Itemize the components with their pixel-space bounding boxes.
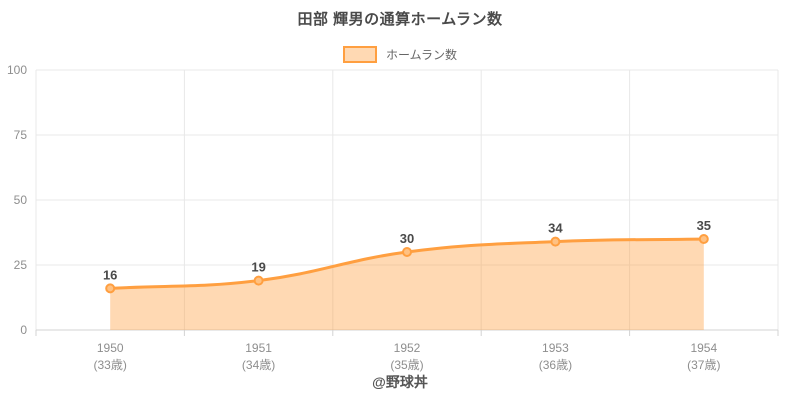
- x-tick-label: 1954: [690, 341, 717, 355]
- y-tick-label: 75: [14, 128, 28, 142]
- value-label: 34: [548, 221, 563, 236]
- x-tick-label: 1953: [542, 341, 569, 355]
- data-point[interactable]: [402, 247, 412, 257]
- x-tick-label: 1951: [245, 341, 272, 355]
- x-tick-sublabel: (36歳): [539, 358, 572, 372]
- legend-label: ホームラン数: [385, 47, 458, 62]
- credit-text: @野球丼: [372, 374, 428, 390]
- legend-swatch-icon: [342, 45, 377, 63]
- area-fill: [110, 239, 704, 330]
- y-tick-label: 0: [20, 323, 27, 337]
- y-tick-label: 100: [7, 63, 27, 77]
- value-label: 35: [697, 218, 711, 233]
- value-label: 30: [400, 231, 414, 246]
- value-label: 19: [251, 260, 265, 275]
- data-point[interactable]: [698, 234, 709, 244]
- x-tick-sublabel: (34歳): [242, 358, 275, 372]
- data-point[interactable]: [105, 283, 116, 294]
- y-tick-label: 50: [14, 193, 28, 207]
- x-tick-label: 1952: [394, 341, 421, 355]
- data-point[interactable]: [253, 275, 264, 286]
- y-tick-label: 25: [14, 258, 28, 272]
- value-label: 16: [103, 267, 117, 282]
- data-point[interactable]: [550, 236, 561, 247]
- x-tick-sublabel: (35歳): [390, 358, 423, 372]
- chart-title: 田部 輝男の通算ホームラン数: [297, 11, 503, 28]
- legend-item-homeruns[interactable]: ホームラン数: [342, 45, 458, 63]
- x-tick-sublabel: (33歳): [94, 358, 127, 372]
- legend: ホームラン数: [0, 44, 800, 64]
- x-tick-sublabel: (37歳): [687, 358, 720, 372]
- x-tick-label: 1950: [97, 341, 124, 355]
